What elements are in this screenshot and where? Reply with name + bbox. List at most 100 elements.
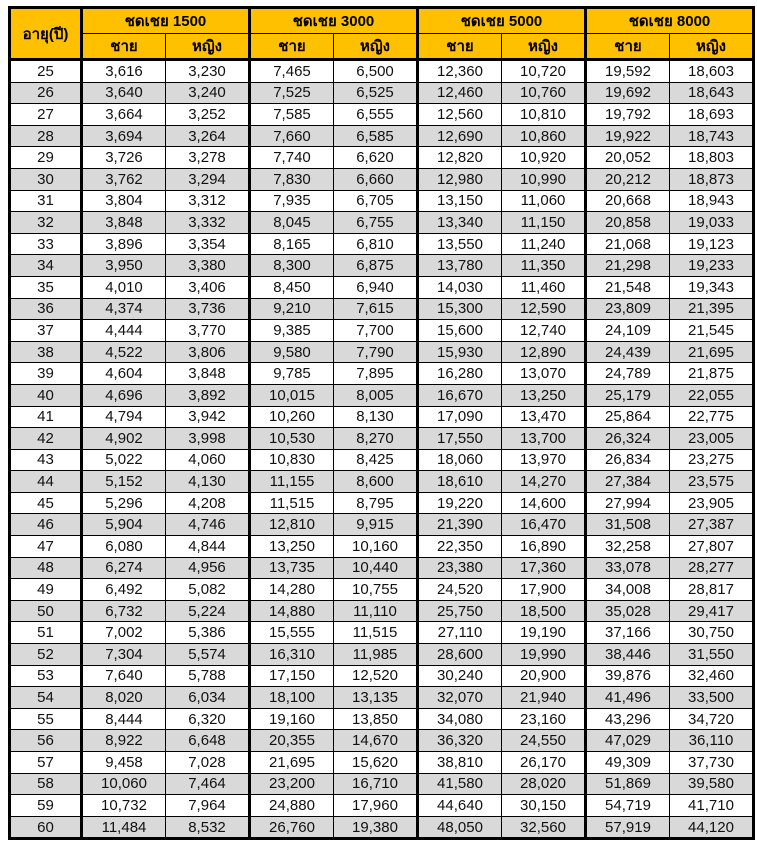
female-8000-cell: 27,387 xyxy=(669,513,754,537)
female-3000-cell: 8,270 xyxy=(333,427,418,450)
female-1500-cell: 3,312 xyxy=(165,189,250,213)
female-8000-cell: 22,775 xyxy=(669,405,754,429)
male-8000-cell: 35,028 xyxy=(584,599,670,623)
male-8000-cell: 21,068 xyxy=(584,232,670,256)
male-1500-cell: 3,664 xyxy=(80,103,166,126)
female-1500-cell: 3,942 xyxy=(165,405,250,429)
male-5000-cell: 12,980 xyxy=(416,167,502,191)
male-1500-cell: 5,296 xyxy=(80,491,166,515)
table-row: 53 7,640 5,788 17,150 12,520 30,240 20,900 39,8… xyxy=(9,664,754,688)
female-3000-cell: 7,895 xyxy=(333,362,418,385)
male-8000-cell: 21,298 xyxy=(584,254,670,277)
table-row: 29 3,726 3,278 7,740 6,620 12,820 10,920 20,052… xyxy=(9,146,754,169)
female-5000-cell: 20,900 xyxy=(501,664,586,688)
male-8000-cell: 20,668 xyxy=(584,189,670,213)
male-5000-cell: 12,560 xyxy=(416,103,502,126)
sub-header-female: หญิง xyxy=(501,33,586,61)
female-1500-cell: 7,464 xyxy=(165,772,250,796)
female-3000-cell: 6,585 xyxy=(333,124,418,148)
male-5000-cell: 30,240 xyxy=(416,664,502,688)
male-8000-cell: 19,692 xyxy=(584,81,670,105)
female-8000-cell: 32,460 xyxy=(669,664,754,688)
table-row: 42 4,902 3,998 10,530 8,270 17,550 13,700 26,32… xyxy=(9,427,754,450)
female-1500-cell: 7,028 xyxy=(165,751,250,774)
female-1500-cell: 3,230 xyxy=(165,59,250,83)
female-5000-cell: 10,810 xyxy=(501,103,586,126)
male-3000-cell: 12,810 xyxy=(248,513,334,537)
female-1500-cell: 5,788 xyxy=(165,664,250,688)
male-5000-cell: 17,090 xyxy=(416,405,502,429)
age-cell: 40 xyxy=(9,383,82,407)
female-1500-cell: 5,224 xyxy=(165,599,250,623)
age-cell: 35 xyxy=(9,275,82,299)
age-cell: 31 xyxy=(9,189,82,213)
female-3000-cell: 15,620 xyxy=(333,751,418,774)
age-cell: 55 xyxy=(9,707,82,731)
female-1500-cell: 3,806 xyxy=(165,340,250,364)
age-cell: 34 xyxy=(9,254,82,277)
male-1500-cell: 5,022 xyxy=(80,448,166,472)
female-1500-cell: 3,252 xyxy=(165,103,250,126)
female-3000-cell: 9,915 xyxy=(333,513,418,537)
age-cell: 29 xyxy=(9,146,82,169)
age-header: อายุ(ปี) xyxy=(9,7,82,61)
male-3000-cell: 10,830 xyxy=(248,448,334,472)
female-1500-cell: 3,770 xyxy=(165,319,250,342)
female-5000-cell: 12,890 xyxy=(501,340,586,364)
female-8000-cell: 36,110 xyxy=(669,729,754,752)
male-8000-cell: 26,324 xyxy=(584,427,670,450)
female-8000-cell: 29,417 xyxy=(669,599,754,623)
male-3000-cell: 8,450 xyxy=(248,275,334,299)
male-8000-cell: 25,179 xyxy=(584,383,670,407)
male-1500-cell: 6,492 xyxy=(80,578,166,601)
female-1500-cell: 3,264 xyxy=(165,124,250,148)
age-cell: 60 xyxy=(9,815,82,840)
female-5000-cell: 13,970 xyxy=(501,448,586,472)
male-3000-cell: 7,525 xyxy=(248,81,334,105)
female-8000-cell: 39,580 xyxy=(669,772,754,796)
male-8000-cell: 24,109 xyxy=(584,319,670,342)
female-5000-cell: 13,070 xyxy=(501,362,586,385)
female-8000-cell: 19,343 xyxy=(669,275,754,299)
male-8000-cell: 27,994 xyxy=(584,491,670,515)
male-3000-cell: 8,300 xyxy=(248,254,334,277)
male-1500-cell: 6,274 xyxy=(80,556,166,580)
table-row: 55 8,444 6,320 19,160 13,850 34,080 23,160 43,2… xyxy=(9,707,754,731)
male-3000-cell: 19,160 xyxy=(248,707,334,731)
age-cell: 51 xyxy=(9,621,82,645)
female-8000-cell: 28,277 xyxy=(669,556,754,580)
table-row: 47 6,080 4,844 13,250 10,160 22,350 16,890 32,2… xyxy=(9,535,754,558)
male-1500-cell: 5,904 xyxy=(80,513,166,537)
table-row: 37 4,444 3,770 9,385 7,700 15,600 12,740 24,109… xyxy=(9,319,754,342)
table-row: 28 3,694 3,264 7,660 6,585 12,690 10,860 19,922… xyxy=(9,124,754,148)
table-row: 30 3,762 3,294 7,830 6,660 12,980 10,990 20,212… xyxy=(9,167,754,191)
age-cell: 38 xyxy=(9,340,82,364)
male-1500-cell: 5,152 xyxy=(80,470,166,493)
age-cell: 48 xyxy=(9,556,82,580)
male-5000-cell: 15,930 xyxy=(416,340,502,364)
male-5000-cell: 18,060 xyxy=(416,448,502,472)
female-1500-cell: 4,130 xyxy=(165,470,250,493)
female-1500-cell: 3,848 xyxy=(165,362,250,385)
female-5000-cell: 11,060 xyxy=(501,189,586,213)
male-5000-cell: 12,690 xyxy=(416,124,502,148)
table-row: 43 5,022 4,060 10,830 8,425 18,060 13,970 26,83… xyxy=(9,448,754,472)
male-3000-cell: 9,580 xyxy=(248,340,334,364)
female-3000-cell: 12,520 xyxy=(333,664,418,688)
table-row: 38 4,522 3,806 9,580 7,790 15,930 12,890 24,439… xyxy=(9,340,754,364)
premium-table: อายุ(ปี) ชดเชย 1500 ชดเชย 3000 ชดเชย 500… xyxy=(8,6,755,841)
female-5000-cell: 10,920 xyxy=(501,146,586,169)
table-row: 48 6,274 4,956 13,735 10,440 23,380 17,360 33,0… xyxy=(9,556,754,580)
female-5000-cell: 16,890 xyxy=(501,535,586,558)
male-3000-cell: 14,280 xyxy=(248,578,334,601)
age-cell: 43 xyxy=(9,448,82,472)
age-cell: 30 xyxy=(9,167,82,191)
female-5000-cell: 14,270 xyxy=(501,470,586,493)
female-8000-cell: 44,120 xyxy=(669,815,754,840)
age-cell: 59 xyxy=(9,794,82,817)
female-3000-cell: 6,660 xyxy=(333,167,418,191)
age-cell: 54 xyxy=(9,686,82,709)
male-5000-cell: 13,550 xyxy=(416,232,502,256)
female-8000-cell: 18,743 xyxy=(669,124,754,148)
female-8000-cell: 18,603 xyxy=(669,59,754,83)
